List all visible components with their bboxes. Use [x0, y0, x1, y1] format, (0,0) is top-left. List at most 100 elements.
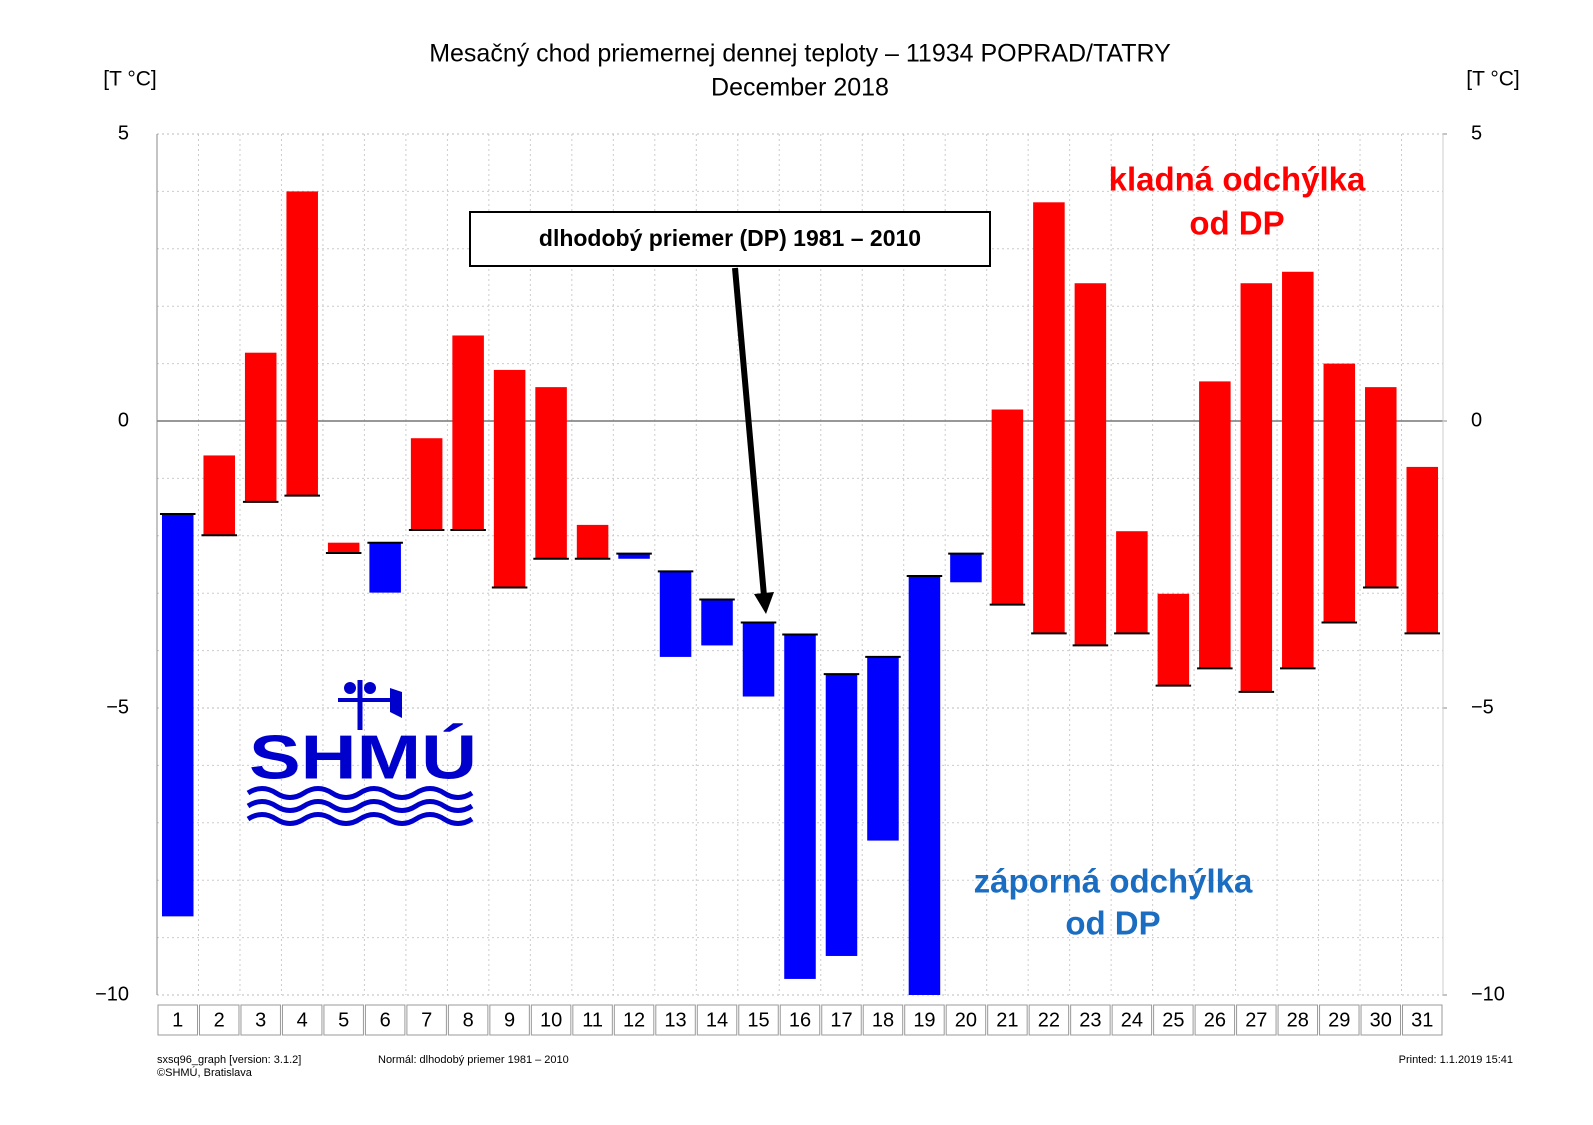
bar — [659, 571, 692, 657]
x-tick-box — [696, 1004, 738, 1036]
x-tick-box — [779, 1004, 821, 1036]
bar — [244, 352, 277, 502]
x-tick-label: 7 — [421, 1009, 432, 1031]
x-tick-box — [323, 1004, 364, 1036]
bar — [1199, 381, 1231, 669]
y-tick-label: −5 — [106, 696, 129, 718]
x-tick-box — [987, 1004, 1028, 1036]
x-tick-label: 16 — [789, 1009, 811, 1031]
x-tick-label: 10 — [540, 1009, 562, 1031]
x-tick-box — [821, 1004, 862, 1036]
x-tick-label: 25 — [1162, 1009, 1184, 1031]
y2-tick-label: −10 — [1471, 983, 1505, 1005]
x-tick-box — [1194, 1004, 1236, 1036]
above-note: kladná odchýlka — [1109, 161, 1366, 198]
x-tick-label: 31 — [1411, 1009, 1433, 1031]
logo-wave — [246, 786, 474, 800]
bar — [1240, 283, 1273, 692]
bar — [1116, 531, 1148, 634]
x-tick-box — [530, 1004, 572, 1036]
x-tick-label: 18 — [872, 1009, 894, 1031]
x-tick-label: 15 — [747, 1009, 769, 1031]
annotation: dlhodobý priemer (DP) 1981 – 2010 — [539, 225, 921, 251]
x-tick-box — [904, 1004, 945, 1036]
logo-wave — [246, 812, 474, 826]
x-tick-label: 23 — [1079, 1009, 1101, 1031]
y2-tick-label: 0 — [1471, 409, 1482, 431]
bar — [452, 335, 484, 531]
x-tick-box — [1236, 1004, 1277, 1036]
bar — [1365, 387, 1397, 588]
bar — [576, 524, 609, 559]
x-tick-box — [572, 1004, 613, 1036]
x-tick-box — [1319, 1004, 1360, 1036]
x-tick-label: 12 — [623, 1009, 645, 1031]
x-tick-label: 14 — [706, 1009, 728, 1031]
x-tick-label: 28 — [1287, 1009, 1309, 1031]
bar — [701, 599, 733, 646]
footer-copyright: ©SHMÚ, Bratislava — [157, 1066, 253, 1079]
x-tick-box — [862, 1004, 904, 1036]
bar — [369, 542, 401, 593]
x-tick-box — [1153, 1004, 1194, 1036]
x-tick-box — [1111, 1004, 1153, 1036]
bar — [1282, 271, 1314, 669]
x-tick-box — [613, 1004, 655, 1036]
logo: SHMÚ — [246, 680, 477, 826]
x-tick-box — [281, 1004, 323, 1036]
x-tick-label: 22 — [1038, 1009, 1060, 1031]
bar — [742, 622, 775, 697]
x-tick-label: 13 — [664, 1009, 686, 1031]
logo-text: SHMÚ — [249, 723, 477, 792]
bar — [908, 575, 941, 995]
y-tick-label: 0 — [118, 409, 129, 431]
y-tick-label: −10 — [95, 983, 129, 1005]
x-tick-box — [240, 1004, 281, 1036]
x-tick-label: 19 — [913, 1009, 935, 1031]
x-tick-box — [1360, 1004, 1402, 1036]
x-tick-box — [1028, 1004, 1070, 1036]
bar — [825, 674, 858, 956]
x-tick-box — [447, 1004, 489, 1036]
below-note: od DP — [1065, 905, 1160, 942]
above-note: od DP — [1189, 205, 1284, 242]
chart-title: Mesačný chod priemernej dennej teploty –… — [429, 40, 1171, 68]
x-tick-label: 2 — [214, 1009, 225, 1031]
bar — [1074, 283, 1107, 646]
bar — [286, 191, 318, 496]
footer-printed: Printed: 1.1.2019 15:41 — [1399, 1054, 1513, 1066]
bar — [203, 455, 235, 536]
x-tick-label: 30 — [1370, 1009, 1392, 1031]
x-tick-box — [738, 1004, 779, 1036]
x-tick-label: 4 — [297, 1009, 308, 1031]
x-tick-label: 24 — [1121, 1009, 1143, 1031]
x-tick-label: 29 — [1328, 1009, 1350, 1031]
y2-axis-label: [T °C] — [1466, 68, 1520, 91]
x-tick-label: 11 — [582, 1009, 603, 1031]
footer-normal: Normál: dlhodobý priemer 1981 – 2010 — [378, 1054, 569, 1066]
bar — [327, 542, 360, 554]
x-tick-box — [157, 1004, 198, 1036]
x-tick-box — [489, 1004, 530, 1036]
x-tick-box — [945, 1004, 987, 1036]
x-tick-label: 9 — [504, 1009, 515, 1031]
y-tick-label: 5 — [118, 122, 129, 144]
logo-wave — [246, 799, 474, 813]
x-tick-label: 27 — [1245, 1009, 1267, 1031]
bar — [1033, 202, 1065, 634]
below-note: záporná odchýlka — [974, 863, 1253, 900]
x-tick-label: 8 — [463, 1009, 474, 1031]
arrow-head — [754, 592, 774, 614]
bar — [535, 387, 567, 559]
bar — [410, 438, 443, 531]
bar — [950, 553, 982, 583]
bar — [1323, 363, 1356, 623]
x-tick-box — [364, 1004, 406, 1036]
y2-tick-label: −5 — [1471, 696, 1494, 718]
chart-subtitle: December 2018 — [711, 74, 889, 102]
bar — [161, 513, 194, 917]
x-tick-label: 6 — [380, 1009, 391, 1031]
bar — [493, 369, 526, 588]
x-tick-label: 20 — [955, 1009, 977, 1031]
